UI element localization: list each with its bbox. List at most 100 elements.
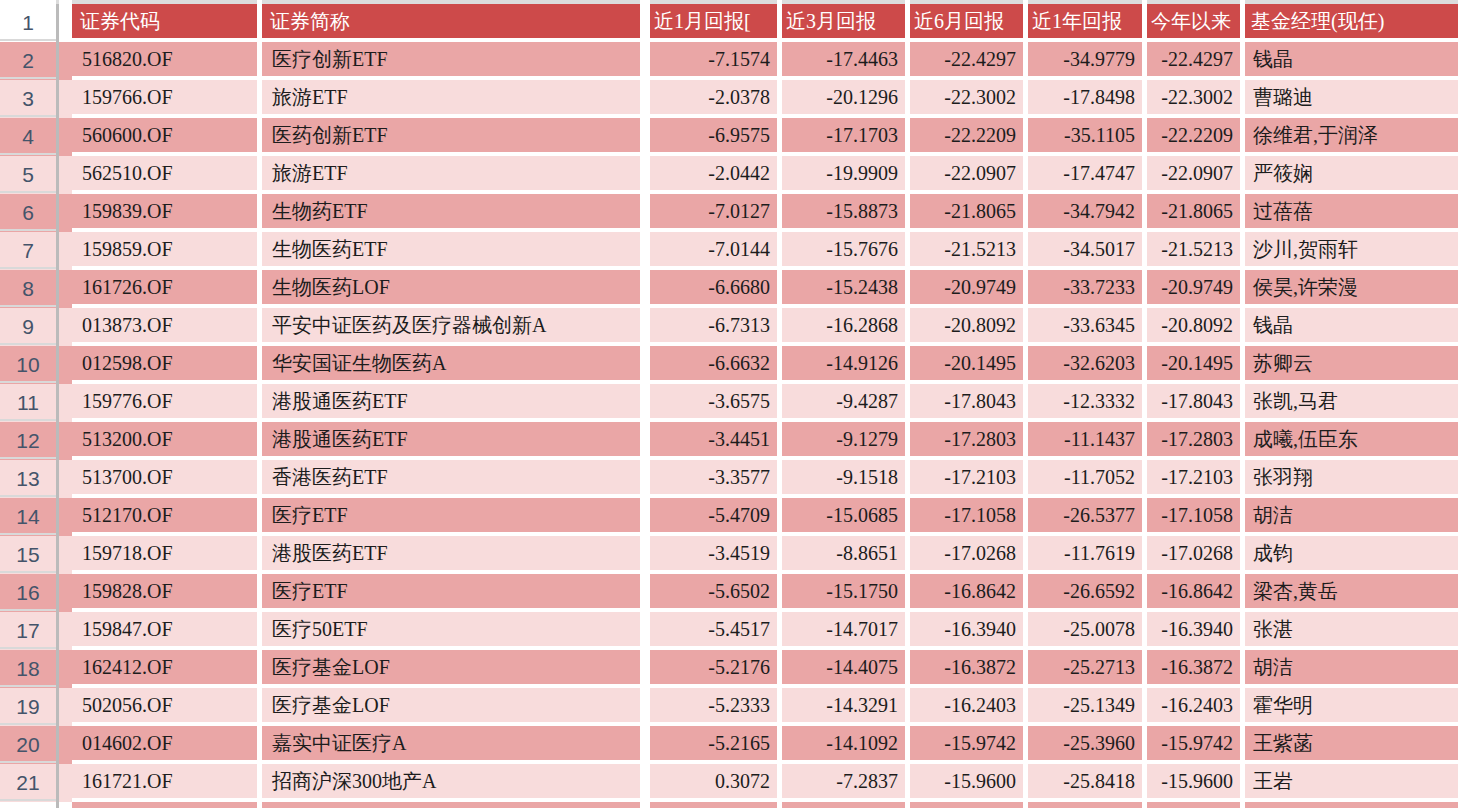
header-cell-return-1y[interactable]: 近1年回报 [1028, 4, 1147, 42]
cell-return-1m[interactable]: -5.6502 [650, 574, 782, 612]
row-number[interactable]: 12 [0, 422, 72, 460]
cell-name[interactable]: 旅游ETF [262, 80, 650, 118]
row-number[interactable]: 14 [0, 498, 72, 536]
row-number[interactable]: 15 [0, 536, 72, 574]
cell-return-3m[interactable]: -14.3291 [782, 688, 910, 726]
cell-code[interactable]: 159776.OF [72, 384, 262, 422]
header-cell-code[interactable]: 证券代码 [72, 4, 262, 42]
cell-manager[interactable]: 徐维君,于润泽 [1245, 118, 1458, 156]
cell-return-6m[interactable]: -20.8092 [910, 308, 1028, 346]
cell-return-1m[interactable]: -5.2333 [650, 688, 782, 726]
row-number[interactable]: 5 [0, 156, 72, 194]
cell-return-1y[interactable]: -25.3960 [1028, 726, 1147, 764]
cell-return-6m[interactable]: -20.1495 [910, 346, 1028, 384]
cell-return-1y[interactable]: -11.7619 [1028, 536, 1147, 574]
cell-name[interactable]: 平安中证医药及医疗器械创新A [262, 308, 650, 346]
cell-ytd[interactable]: -21.8065 [1147, 194, 1245, 232]
cell-return-3m[interactable]: -20.1296 [782, 80, 910, 118]
cell-return-1y[interactable]: -35.1105 [1028, 118, 1147, 156]
cell-manager[interactable]: 曹璐迪 [1245, 80, 1458, 118]
cell-manager[interactable]: 梁杏,黄岳 [1245, 574, 1458, 612]
row-number[interactable]: 6 [0, 194, 72, 232]
header-cell-return-1m[interactable]: 近1月回报[ [650, 4, 782, 42]
cell-ytd[interactable]: -16.3940 [1147, 612, 1245, 650]
row-number[interactable]: 16 [0, 574, 72, 612]
cell-manager[interactable]: 过蓓蓓 [1245, 194, 1458, 232]
cell-ytd[interactable]: -22.0907 [1147, 156, 1245, 194]
cell-return-6m[interactable]: -17.2803 [910, 422, 1028, 460]
cell-code[interactable]: 159859.OF [72, 232, 262, 270]
cell-return-1y[interactable]: -11.1437 [1028, 422, 1147, 460]
cell-name[interactable]: 港股通医药ETF [262, 384, 650, 422]
cell-return-6m[interactable]: -17.0268 [910, 536, 1028, 574]
cell-name[interactable]: 生物药ETF [262, 194, 650, 232]
header-cell-name[interactable]: 证券简称 [262, 4, 650, 42]
cell-name[interactable]: 医疗创新ETF [262, 42, 650, 80]
row-number[interactable]: 18 [0, 650, 72, 688]
cell-return-3m[interactable]: -15.0685 [782, 498, 910, 536]
cell-code[interactable]: 159847.OF [72, 612, 262, 650]
cell-return-1y[interactable]: -26.6592 [1028, 574, 1147, 612]
cell-return-1y[interactable]: -34.9779 [1028, 42, 1147, 80]
cell-return-1m[interactable]: -7.1574 [650, 42, 782, 80]
cell-manager[interactable]: 成曦,伍臣东 [1245, 422, 1458, 460]
cell-code[interactable]: 162412.OF [72, 650, 262, 688]
cell-return-1m[interactable]: -3.4451 [650, 422, 782, 460]
cell-manager[interactable]: 张羽翔 [1245, 460, 1458, 498]
cell-return-6m[interactable]: -22.4297 [910, 42, 1028, 80]
cell-manager[interactable]: 王岩 [1245, 764, 1458, 802]
cell-manager[interactable]: 张湛 [1245, 612, 1458, 650]
cell-return-1m[interactable]: -2.0442 [650, 156, 782, 194]
cell-manager[interactable]: 成钧 [1245, 536, 1458, 574]
cell-manager[interactable]: 沙川,贺雨轩 [1245, 232, 1458, 270]
cell-code[interactable]: 012598.OF [72, 346, 262, 384]
cell-return-1y[interactable]: -34.5017 [1028, 232, 1147, 270]
cell-code[interactable]: 502056.OF [72, 688, 262, 726]
cell-name[interactable]: 香港医药ETF [262, 460, 650, 498]
cell-return-1y[interactable]: -25.8418 [1028, 764, 1147, 802]
cell-ytd[interactable]: -17.8043 [1147, 384, 1245, 422]
cell-name[interactable]: 医疗基金LOF [262, 650, 650, 688]
cell-return-3m[interactable]: -14.4075 [782, 650, 910, 688]
cell-code[interactable]: 159828.OF [72, 574, 262, 612]
cell-return-1m[interactable]: -2.0378 [650, 80, 782, 118]
cell-code[interactable]: 516820.OF [72, 42, 262, 80]
cell-ytd[interactable]: -20.8092 [1147, 308, 1245, 346]
cell-manager[interactable]: 胡洁 [1245, 498, 1458, 536]
cell-code[interactable]: 161721.OF [72, 764, 262, 802]
row-number[interactable]: 20 [0, 726, 72, 764]
cell-ytd[interactable]: -15.9742 [1147, 726, 1245, 764]
cell-name[interactable]: 港股通医药ETF [262, 422, 650, 460]
cell-return-1y[interactable]: -25.2713 [1028, 650, 1147, 688]
cell-ytd[interactable]: -20.1495 [1147, 346, 1245, 384]
cell-code[interactable]: 560600.OF [72, 118, 262, 156]
cell-return-1m[interactable]: -6.6632 [650, 346, 782, 384]
cell-ytd[interactable]: -16.2403 [1147, 688, 1245, 726]
cell-return-1m[interactable]: -7.0144 [650, 232, 782, 270]
cell-code[interactable]: 513200.OF [72, 422, 262, 460]
cell-return-1m[interactable]: -3.6575 [650, 384, 782, 422]
cell-return-1y[interactable]: -26.5377 [1028, 498, 1147, 536]
cell-return-1m[interactable]: -3.3577 [650, 460, 782, 498]
cell-return-3m[interactable]: -17.1703 [782, 118, 910, 156]
cell-return-6m[interactable]: -16.3940 [910, 612, 1028, 650]
row-number[interactable]: 1 [0, 4, 72, 42]
cell-return-3m[interactable]: -14.7017 [782, 612, 910, 650]
cell-ytd[interactable]: -22.4297 [1147, 42, 1245, 80]
cell-ytd[interactable]: -17.2803 [1147, 422, 1245, 460]
cell-manager[interactable]: 钱晶 [1245, 42, 1458, 80]
cell-return-1y[interactable]: -17.4747 [1028, 156, 1147, 194]
cell-return-6m[interactable]: -16.3872 [910, 650, 1028, 688]
cell-ytd[interactable]: -17.1058 [1147, 498, 1245, 536]
cell-return-1y[interactable]: -12.3332 [1028, 384, 1147, 422]
cell-return-3m[interactable]: -15.7676 [782, 232, 910, 270]
cell-code[interactable]: 512170.OF [72, 498, 262, 536]
cell-return-1y[interactable]: -25.0078 [1028, 612, 1147, 650]
header-cell-return-6m[interactable]: 近6月回报 [910, 4, 1028, 42]
cell-return-3m[interactable]: -9.4287 [782, 384, 910, 422]
cell-return-6m[interactable]: -17.1058 [910, 498, 1028, 536]
cell-return-1m[interactable]: -6.7313 [650, 308, 782, 346]
cell-return-6m[interactable]: -16.2403 [910, 688, 1028, 726]
cell-return-1y[interactable]: -33.6345 [1028, 308, 1147, 346]
cell-name[interactable]: 旅游ETF [262, 156, 650, 194]
